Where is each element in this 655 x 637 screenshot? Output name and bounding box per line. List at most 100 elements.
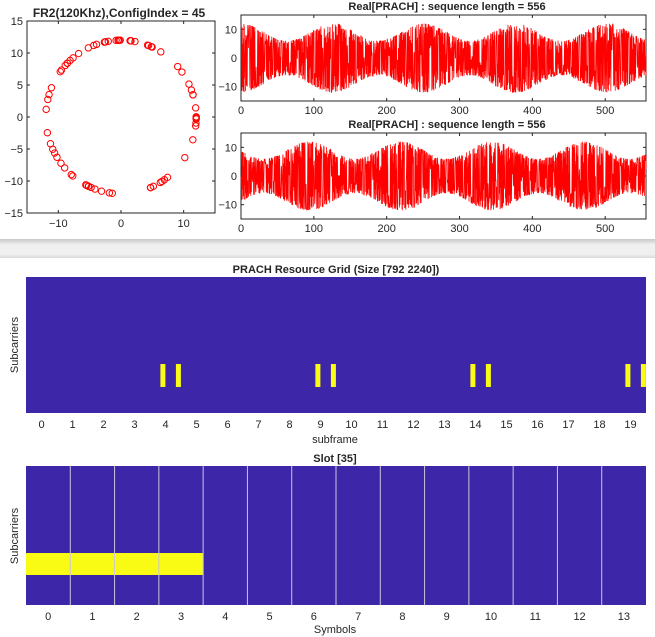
resource-grid-xtick-label: 0 <box>38 419 44 431</box>
prach-xtick-label: 100 <box>305 223 323 235</box>
constellation-xtick-label: 10 <box>178 218 190 230</box>
resource-grid-ylabel: Subcarriers <box>9 316 21 373</box>
real-prach-2-title: Real[PRACH] : sequence length = 556 <box>348 119 545 131</box>
constellation-point <box>43 129 52 137</box>
constellation-point <box>178 68 186 76</box>
constellation-point <box>92 40 101 49</box>
prach-waveform-line <box>240 23 647 94</box>
constellation-point <box>84 182 93 191</box>
slot-grid-xtick-label: 8 <box>399 611 405 623</box>
prach-xtick-label: 300 <box>450 223 468 235</box>
slot-grid-xtick-label: 11 <box>530 611 541 623</box>
resource-grid-xtick-label: 12 <box>407 419 419 431</box>
constellation-point <box>146 183 155 192</box>
prach-ytick-label: 10 <box>225 24 237 36</box>
prach-xtick-label: 0 <box>238 223 244 235</box>
prach-ytick-label: 10 <box>225 142 237 154</box>
constellation-xtick-label: 0 <box>118 218 124 230</box>
resource-grid-xtick-label: 9 <box>317 419 323 431</box>
constellation-point <box>74 49 83 58</box>
slot-grid-chart: Slot [35] 0 1 2 3 4 5 6 7 8 9 10 11 12 13 Symbols Sub… <box>9 453 646 636</box>
constellation-ytick-label: −10 <box>4 176 23 188</box>
resource-grid-prach-block <box>175 364 181 387</box>
resource-grid-background <box>26 277 646 413</box>
resource-grid-prach-block <box>160 364 166 387</box>
constellation-point <box>158 177 166 186</box>
resource-grid-xtick-label: 10 <box>345 419 357 431</box>
constellation-point <box>114 36 122 44</box>
constellation-point <box>192 115 200 123</box>
prach-xtick-label: 200 <box>378 223 396 235</box>
constellation-chart: FR2(120Khz),ConfigIndex = 45 −10 0 10 15 10 5… <box>4 6 216 230</box>
prach-xtick-label: 500 <box>596 223 614 235</box>
slot-grid-ylabel: Subcarriers <box>9 507 21 564</box>
resource-grid-xtick-label: 5 <box>193 419 199 431</box>
constellation-point <box>191 122 200 130</box>
slot-grid-xtick-label: 12 <box>573 611 585 623</box>
constellation-point <box>60 164 69 172</box>
resource-grid-xtick-label: 7 <box>255 419 261 431</box>
resource-grid-prach-block <box>625 364 631 387</box>
constellation-point <box>189 91 197 99</box>
resource-grid-xtick-label: 15 <box>500 419 512 431</box>
constellation-point <box>44 95 52 104</box>
prach-xtick-label: 300 <box>450 105 468 117</box>
prach-xtick-label: 200 <box>378 105 396 117</box>
constellation-point <box>191 104 200 112</box>
resource-grid-xtick-label: 19 <box>624 419 636 431</box>
constellation-point <box>57 66 66 74</box>
resource-grid-prach-block <box>315 364 321 387</box>
constellation-point <box>91 185 99 193</box>
slot-grid-xtick-label: 5 <box>267 611 273 623</box>
constellation-point <box>189 136 197 144</box>
resource-grid-xtick-label: 1 <box>69 419 75 431</box>
constellation-point <box>45 90 53 99</box>
constellation-point <box>185 80 193 88</box>
constellation-ticks: −10 0 10 15 10 5 0 −5 −10 −15 <box>4 16 215 230</box>
resource-grid-prach-block <box>470 364 476 387</box>
constellation-point <box>47 84 56 92</box>
prach-xtick-label: 500 <box>596 105 614 117</box>
constellation-xtick-label: −10 <box>49 218 68 230</box>
resource-grid-xtick-label: 3 <box>131 419 137 431</box>
constellation-point <box>105 189 114 197</box>
slot-grid-xtick-label: 7 <box>355 611 361 623</box>
slot-grid-xtick-label: 4 <box>222 611 228 623</box>
constellation-ytick-label: 0 <box>17 112 23 124</box>
constellation-point <box>192 113 200 121</box>
constellation-point <box>148 43 156 51</box>
prach-ytick-label: −10 <box>218 200 237 212</box>
constellation-point <box>101 38 109 46</box>
resource-grid-xlabel: subframe <box>312 434 358 446</box>
constellation-title: FR2(120Khz),ConfigIndex = 45 <box>33 6 206 20</box>
prach-waveform-line <box>240 141 647 211</box>
constellation-ytick-label: 15 <box>11 16 23 28</box>
resource-grid-xtick-label: 4 <box>162 419 168 431</box>
slot-grid-xtick-label: 10 <box>485 611 497 623</box>
constellation-point <box>46 140 55 148</box>
resource-grid-xtick-label: 16 <box>531 419 543 431</box>
constellation-point <box>108 189 116 197</box>
resource-grid-xtick-label: 11 <box>377 419 388 431</box>
slot-grid-xtick-label: 13 <box>618 611 630 623</box>
constellation-points <box>42 36 200 197</box>
resource-grid-xtick-label: 6 <box>224 419 230 431</box>
resource-grid-prach-block <box>640 364 646 387</box>
constellation-point <box>116 36 124 44</box>
constellation-point <box>69 54 77 62</box>
resource-grid-plot: 0 1 2 3 4 5 6 7 8 9 10 11 12 13 14 15 16 17 18 19 <box>26 277 646 431</box>
constellation-point <box>127 37 135 45</box>
resource-grid-chart: PRACH Resource Grid (Size [792 2240]) 0 1… <box>9 264 646 446</box>
constellation-point <box>50 149 59 157</box>
prach-xtick-label: 400 <box>523 223 541 235</box>
constellation-point <box>157 48 165 56</box>
resource-grid-prach-block <box>485 364 491 387</box>
resource-grid-xtick-label: 17 <box>562 419 574 431</box>
resource-grid-xtick-label: 2 <box>100 419 106 431</box>
slot-grid-title: Slot [35] <box>313 453 357 465</box>
figure-separator <box>0 239 655 258</box>
resource-grid-xtick-label: 18 <box>593 419 605 431</box>
constellation-point <box>57 159 65 167</box>
